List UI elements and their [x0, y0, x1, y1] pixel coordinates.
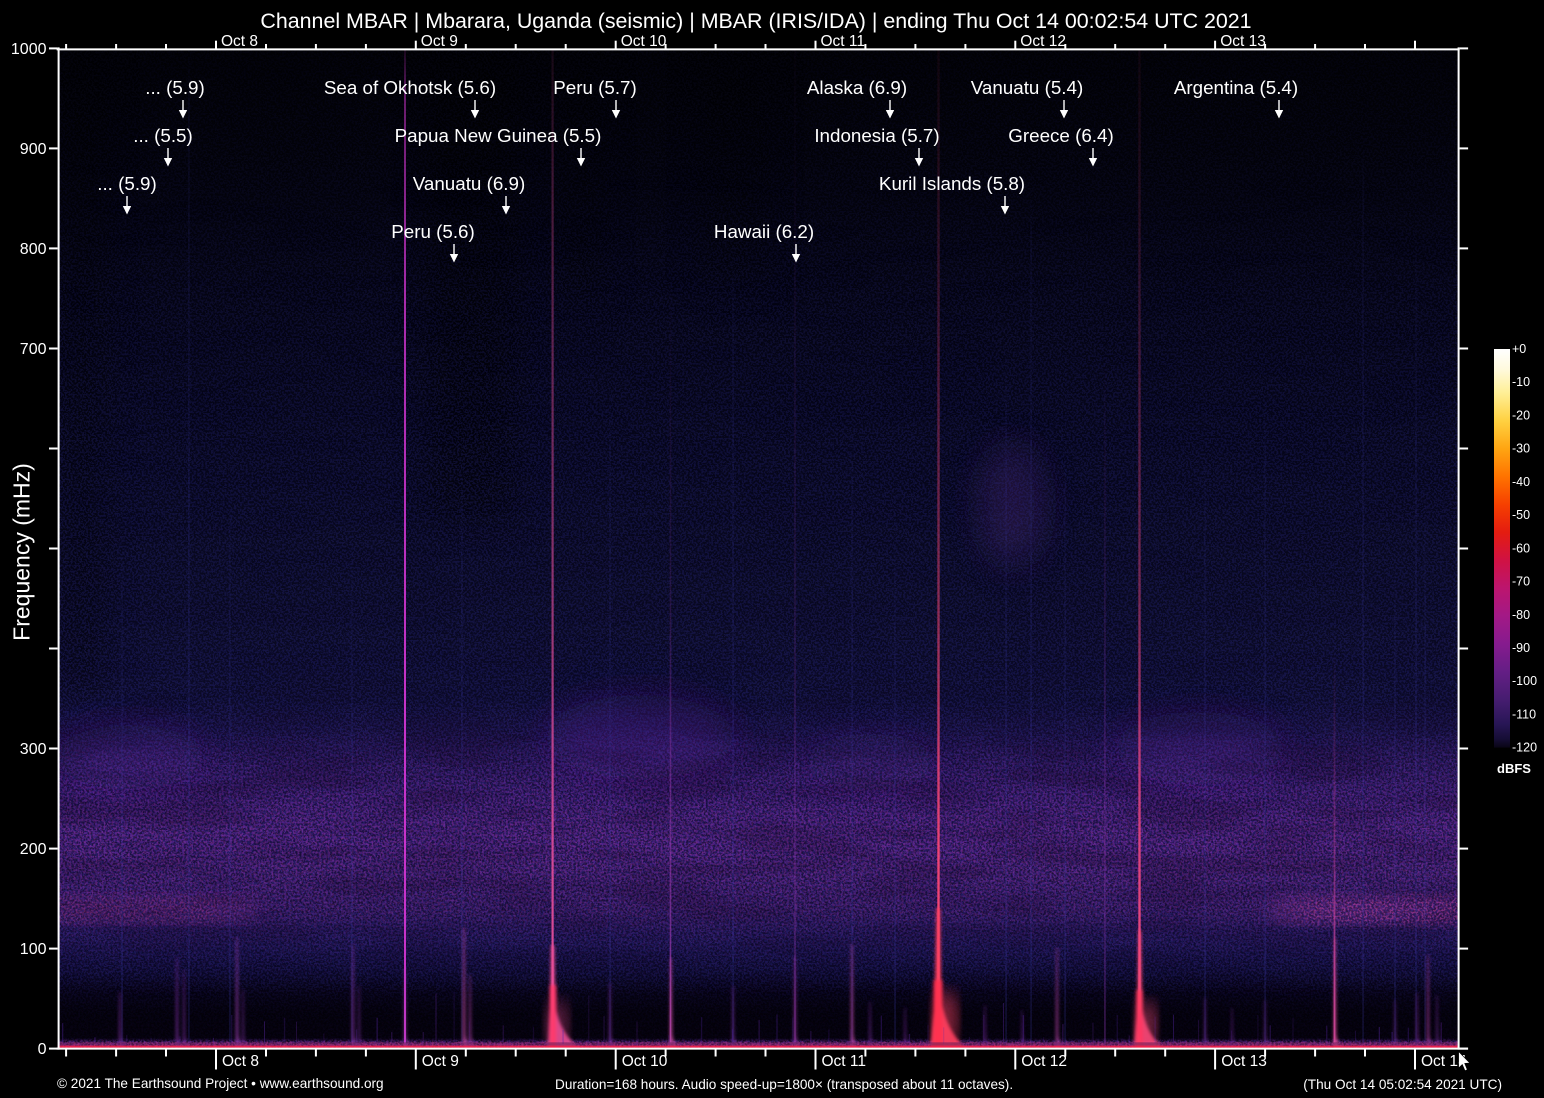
svg-text:Oct 8: Oct 8 [222, 1053, 259, 1070]
svg-text:1000: 1000 [11, 41, 47, 58]
svg-text:700: 700 [20, 341, 47, 358]
svg-text:200: 200 [20, 841, 47, 858]
svg-text:900: 900 [20, 141, 47, 158]
svg-text:dBFS: dBFS [1497, 761, 1531, 776]
svg-text:-80: -80 [1512, 608, 1530, 622]
svg-text:Frequency (mHz): Frequency (mHz) [9, 463, 35, 641]
svg-text:-90: -90 [1512, 641, 1530, 655]
svg-text:Hawaii (6.2): Hawaii (6.2) [714, 221, 814, 242]
svg-text:Oct 11: Oct 11 [822, 1053, 867, 1070]
svg-text:-70: -70 [1512, 575, 1530, 589]
svg-text:300: 300 [20, 741, 47, 758]
svg-text:Vanuatu (5.4): Vanuatu (5.4) [971, 77, 1083, 98]
svg-text:Kuril Islands (5.8): Kuril Islands (5.8) [879, 173, 1025, 194]
svg-text:+0: +0 [1512, 342, 1526, 356]
svg-text:Oct 12: Oct 12 [1021, 1053, 1067, 1070]
svg-text:... (5.9): ... (5.9) [145, 77, 205, 98]
svg-text:-50: -50 [1512, 508, 1530, 522]
svg-text:-40: -40 [1512, 475, 1530, 489]
svg-text:Indonesia (5.7): Indonesia (5.7) [814, 125, 939, 146]
svg-text:-10: -10 [1512, 375, 1530, 389]
svg-text:Oct 10: Oct 10 [622, 1053, 668, 1070]
svg-text:... (5.9): ... (5.9) [97, 173, 157, 194]
svg-text:Vanuatu (6.9): Vanuatu (6.9) [413, 173, 525, 194]
svg-text:Oct 9: Oct 9 [421, 33, 458, 50]
svg-text:-30: -30 [1512, 442, 1530, 456]
svg-text:Oct 12: Oct 12 [1020, 33, 1066, 50]
svg-text:Peru (5.6): Peru (5.6) [391, 221, 475, 242]
svg-text:Duration=168 hours. Audio spee: Duration=168 hours. Audio speed-up=1800×… [555, 1077, 1013, 1092]
svg-text:Channel MBAR | Mbarara, Uganda: Channel MBAR | Mbarara, Uganda (seismic)… [260, 9, 1251, 33]
svg-text:800: 800 [20, 241, 47, 258]
svg-text:-20: -20 [1512, 408, 1530, 422]
svg-text:Oct 8: Oct 8 [221, 33, 258, 50]
svg-text:Sea of Okhotsk (5.6): Sea of Okhotsk (5.6) [324, 77, 496, 98]
svg-text:-100: -100 [1512, 674, 1537, 688]
svg-text:-110: -110 [1512, 707, 1536, 721]
svg-text:Oct 14: Oct 14 [1421, 1053, 1467, 1070]
svg-text:Argentina (5.4): Argentina (5.4) [1174, 77, 1298, 98]
svg-text:Greece (6.4): Greece (6.4) [1008, 125, 1113, 146]
svg-text:Oct 9: Oct 9 [422, 1053, 459, 1070]
svg-text:Oct 13: Oct 13 [1220, 33, 1266, 50]
svg-text:... (5.5): ... (5.5) [133, 125, 193, 146]
svg-text:-60: -60 [1512, 541, 1530, 555]
svg-text:Papua New Guinea (5.5): Papua New Guinea (5.5) [395, 125, 602, 146]
svg-text:-120: -120 [1512, 741, 1537, 755]
svg-text:100: 100 [20, 941, 47, 958]
svg-text:© 2021 The Earthsound Project: © 2021 The Earthsound Project • www.eart… [57, 1076, 384, 1091]
svg-text:Peru (5.7): Peru (5.7) [553, 77, 637, 98]
svg-text:0: 0 [38, 1041, 47, 1058]
svg-text:Oct 13: Oct 13 [1221, 1053, 1267, 1070]
svg-text:(Thu Oct 14 05:02:54 2021 UTC): (Thu Oct 14 05:02:54 2021 UTC) [1303, 1077, 1502, 1092]
svg-text:Oct 10: Oct 10 [621, 33, 667, 50]
svg-text:Alaska (6.9): Alaska (6.9) [807, 77, 907, 98]
svg-text:Oct 11: Oct 11 [821, 33, 866, 50]
